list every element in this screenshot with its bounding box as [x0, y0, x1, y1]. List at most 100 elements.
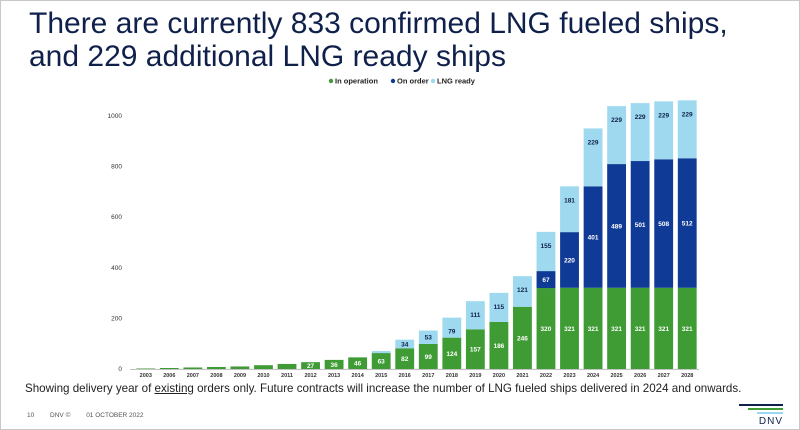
footnote: Showing delivery year of existing orders…: [25, 382, 741, 395]
x-tick-label: 2022: [540, 373, 552, 379]
data-label: 121: [517, 287, 528, 294]
data-label: 229: [635, 114, 646, 121]
bar-segment-in-operation: [301, 362, 320, 369]
data-label: 246: [517, 335, 528, 342]
dnv-logo: DNV: [739, 404, 783, 428]
x-tick-label: 2011: [281, 373, 293, 379]
data-label: 489: [611, 223, 622, 230]
bar-segment-on-order: [560, 232, 579, 288]
legend-marker: [430, 78, 436, 84]
bar-segment-on-order: [654, 159, 674, 288]
bar-segment-in-operation: [513, 306, 532, 369]
data-label: 321: [658, 326, 669, 333]
data-label: 512: [682, 221, 693, 228]
data-label: 229: [611, 117, 622, 124]
data-label: 321: [588, 326, 599, 333]
bar-segment-lng-ready: [536, 231, 556, 272]
x-tick-label: 2018: [446, 373, 458, 379]
data-label: 401: [588, 235, 599, 242]
y-tick-label: 0: [118, 366, 122, 373]
y-tick-label: 800: [111, 164, 122, 171]
data-label: 99: [425, 354, 433, 361]
legend-marker: [328, 78, 334, 84]
data-label: 321: [564, 326, 575, 333]
x-tick-label: 2025: [610, 373, 622, 379]
legend-label: In operation: [335, 77, 378, 86]
y-tick-label: 200: [111, 315, 122, 322]
bar-segment-on-order: [677, 158, 697, 288]
data-label: 46: [354, 361, 362, 368]
x-tick-label: 2006: [163, 373, 175, 379]
data-label: 27: [307, 363, 315, 370]
bar-segment-lng-ready: [513, 276, 532, 307]
data-label: 157: [470, 347, 481, 354]
logo-text: DNV: [758, 416, 783, 427]
bar-segment-lng-ready: [560, 186, 579, 233]
footer-brand: DNV ©: [50, 412, 71, 419]
bar-segment-in-operation: [583, 287, 603, 369]
x-tick-label: 2016: [399, 373, 411, 379]
bar-segment-in-operation: [489, 321, 509, 369]
bar-segment-lng-ready: [442, 317, 462, 338]
y-tick-label: 600: [111, 214, 122, 221]
data-label: 181: [564, 197, 575, 204]
data-label: 82: [401, 356, 409, 363]
x-tick-label: 2014: [352, 373, 365, 379]
data-label: 508: [658, 221, 669, 228]
bar-segment-lng-ready: [654, 101, 674, 160]
bar-segment-in-operation: [371, 353, 391, 369]
y-tick-label: 1000: [108, 113, 123, 120]
footnote-part-1: Showing delivery year of: [25, 382, 155, 395]
bar-segment-in-operation: [348, 357, 368, 369]
bar-segment-in-operation: [324, 359, 344, 369]
data-label: 36: [330, 362, 338, 369]
x-tick-label: 2027: [658, 373, 670, 379]
page-number: 10: [27, 412, 35, 419]
bar-segment-in-operation: [254, 365, 273, 369]
data-label: 501: [635, 222, 646, 229]
bar-segment-lng-ready: [583, 128, 603, 187]
bar-segment-on-order: [536, 271, 556, 289]
bar-segment-in-operation: [230, 366, 250, 369]
x-tick-label: 2024: [587, 373, 600, 379]
data-label: 186: [493, 343, 504, 350]
bar-segment-lng-ready: [418, 330, 438, 344]
x-tick-label: 2028: [681, 373, 693, 379]
x-tick-label: 2021: [516, 373, 528, 379]
x-tick-label: 2019: [469, 373, 481, 379]
bar-segment-in-operation: [654, 287, 674, 369]
bar-segment-on-order: [630, 161, 650, 288]
legend-label: On order: [397, 77, 429, 86]
stacked-bar-chart: 0 200 400 600 800 1000 2003 2006 2007 2008 2009 201…: [108, 77, 699, 379]
footnote-underlined: existing: [154, 382, 194, 395]
data-label: 321: [611, 326, 622, 333]
x-tick-label: 2026: [634, 373, 646, 379]
bar-segment-in-operation: [607, 287, 627, 369]
slide-title: There are currently 833 confirmed LNG fu…: [29, 7, 789, 73]
data-label: 124: [446, 351, 457, 358]
slide-footer: 10 DNV © 01 OCTOBER 2022: [27, 412, 158, 419]
logo-stripe: [756, 412, 783, 414]
data-label: 321: [635, 326, 646, 333]
data-label: 53: [425, 335, 433, 342]
legend-marker: [390, 78, 396, 84]
x-tick-label: 2010: [257, 373, 269, 379]
x-tick-label: 2008: [210, 373, 222, 379]
x-tick-label: 2023: [563, 373, 575, 379]
bar-segment-in-operation: [395, 348, 415, 369]
bar-segment-lng-ready: [465, 301, 485, 330]
data-label: 229: [588, 139, 599, 146]
bar-segment-in-operation: [418, 343, 438, 369]
x-tick-label: 2009: [234, 373, 246, 379]
data-label: 229: [682, 111, 693, 118]
logo-stripe: [739, 404, 783, 406]
x-tick-label: 2012: [304, 373, 316, 379]
bar-segment-in-operation: [442, 337, 462, 369]
data-label: 111: [470, 312, 481, 319]
x-tick-label: 2015: [375, 373, 387, 379]
bar-segment-in-operation: [677, 287, 697, 369]
data-label: 115: [494, 304, 505, 311]
data-label: 321: [682, 326, 693, 333]
bar-segment-lng-ready: [677, 100, 697, 159]
x-tick-label: 2003: [140, 373, 152, 379]
